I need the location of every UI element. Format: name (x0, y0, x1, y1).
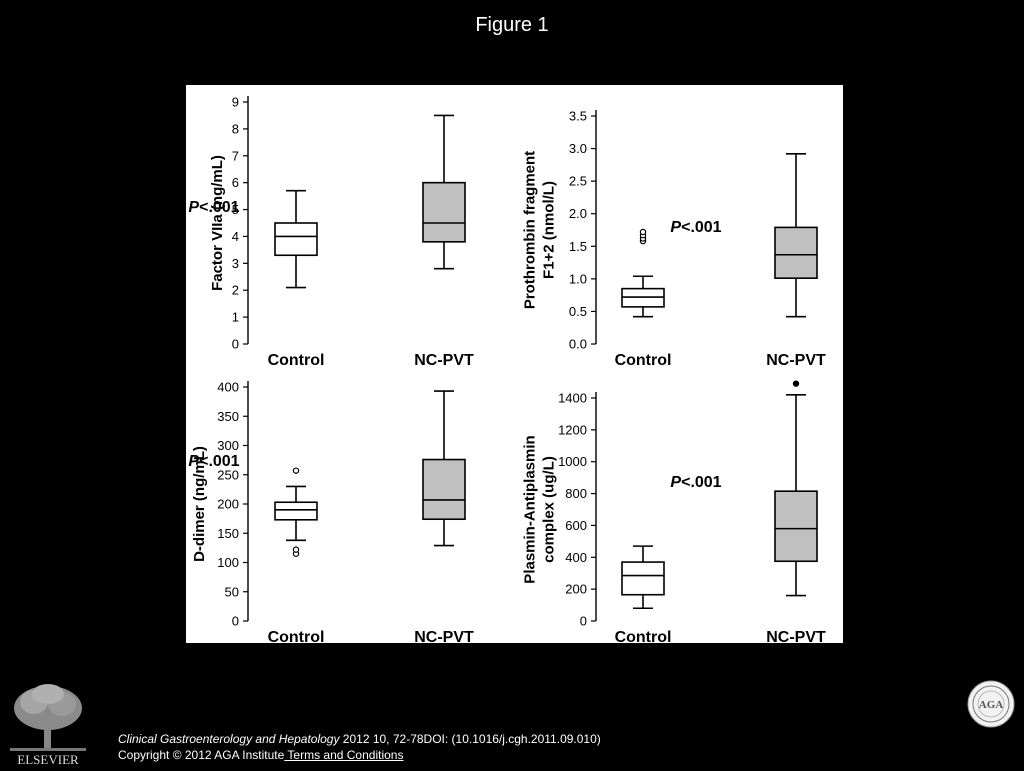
box-control (621, 228, 665, 318)
x-category-label: NC-PVT (766, 352, 826, 369)
y-tick-label: 0 (232, 337, 239, 352)
y-axis-title: D-dimer (ng/mL) (191, 446, 208, 562)
iqr-box (621, 561, 665, 596)
y-tick-label: 0 (580, 614, 587, 629)
p-value-annotation: P<.001 (670, 474, 721, 491)
y-tick-label: 1.5 (569, 239, 587, 254)
elsevier-wordmark: ELSEVIER (17, 752, 79, 766)
y-axis-title: complex (ug/L) (541, 456, 558, 563)
slide-title: Figure 1 (475, 14, 549, 36)
iqr-box (774, 490, 818, 563)
iqr-box (774, 226, 818, 280)
y-tick-label: 3.0 (569, 141, 587, 156)
box-nc-pvt (774, 152, 818, 318)
y-tick-label: 150 (217, 526, 239, 541)
elsevier-tree-icon: ELSEVIER (10, 684, 86, 767)
x-category-label: NC-PVT (414, 629, 474, 643)
copyright-text: Copyright © 2012 AGA Institute (118, 748, 285, 762)
citation-journal: Clinical Gastroenterology and Hepatology (118, 732, 340, 746)
y-tick-label: 300 (217, 438, 239, 453)
box-nc-pvt (422, 114, 466, 270)
y-tick-label: 1 (232, 310, 239, 325)
chart-panel-2: 0.0 0.5 1.0 1.5 2.0 2.5 3.0 3.5 Prothrombin frag… (522, 109, 827, 370)
terms-and-conditions-link[interactable]: Terms and Conditions (284, 748, 404, 762)
aga-seal-text: AGA (979, 699, 1004, 711)
y-tick-label: 200 (217, 497, 239, 512)
y-axis-title: Factor VIIa (ng/mL) (209, 155, 226, 291)
chart-panel-4: 0 200 400 600 800 1000 1200 1400 Plasmin-Antipla… (522, 380, 826, 643)
citation-details: 2012 10, 72-78DOI: (10.1016/j.cgh.2011.0… (339, 732, 601, 746)
aga-seal-icon: AGA (967, 680, 1015, 728)
y-tick-label: 350 (217, 409, 239, 424)
y-tick-label: 800 (565, 486, 587, 501)
p-value-annotation: P<.001 (188, 199, 239, 216)
y-tick-label: 3.5 (569, 109, 587, 124)
box-control (274, 189, 318, 289)
iqr-box (274, 501, 318, 521)
y-tick-label: 1200 (558, 422, 587, 437)
chart-panel-3: 0 50 100 150 200 250 300 350 400 D-dimer (ng/mL) C… (188, 380, 474, 644)
citation: Clinical Gastroenterology and Hepatology… (118, 731, 601, 747)
y-tick-label: 2.5 (569, 174, 587, 189)
figure-svg: 0 1 2 3 4 5 6 7 8 9 Factor VIIa (ng/mL) Control NC-P… (188, 95, 827, 644)
y-tick-label: 6 (232, 175, 239, 190)
y-tick-label: 0 (232, 614, 239, 629)
y-tick-label: 0.5 (569, 304, 587, 319)
y-tick-label: 3 (232, 256, 239, 271)
y-tick-label: 1000 (558, 454, 587, 469)
y-axis-title: Plasmin-Antiplasmin (522, 435, 539, 583)
y-tick-label: 250 (217, 467, 239, 482)
x-category-label: Control (615, 629, 672, 643)
y-tick-label: 8 (232, 121, 239, 136)
iqr-box (422, 458, 466, 521)
outlier-point (292, 467, 300, 474)
outlier-point (292, 546, 300, 553)
aga-seal: AGA (966, 679, 1016, 734)
iqr-box (274, 222, 318, 257)
box-control (274, 467, 318, 557)
x-category-label: Control (615, 352, 672, 369)
y-axis-title: Prothrombin fragment (522, 151, 539, 309)
y-tick-label: 7 (232, 148, 239, 163)
y-tick-label: 0.0 (569, 337, 587, 352)
x-category-label: Control (268, 629, 325, 643)
iqr-box (422, 181, 466, 243)
outlier-point (792, 380, 800, 387)
y-tick-label: 400 (217, 380, 239, 395)
copyright: Copyright © 2012 AGA Institute Terms and… (118, 748, 403, 762)
chart-panel-1: 0 1 2 3 4 5 6 7 8 9 Factor VIIa (ng/mL) Control NC-P… (188, 95, 474, 370)
y-tick-label: 1.0 (569, 271, 587, 286)
y-tick-label: 100 (217, 555, 239, 570)
y-tick-label: 1400 (558, 391, 587, 406)
x-category-label: Control (268, 352, 325, 369)
box-nc-pvt (422, 390, 466, 547)
y-tick-label: 200 (565, 582, 587, 597)
y-axis-title: F1+2 (nmol/L) (541, 181, 558, 279)
x-category-label: NC-PVT (414, 352, 474, 369)
elsevier-logo: ELSEVIER (8, 682, 88, 771)
box-control (621, 545, 665, 610)
outlier-point (639, 228, 647, 236)
figure-panel: 0 1 2 3 4 5 6 7 8 9 Factor VIIa (ng/mL) Control NC-P… (186, 85, 843, 643)
y-tick-label: 9 (232, 95, 239, 110)
y-tick-label: 2 (232, 283, 239, 298)
y-tick-label: 4 (232, 229, 239, 244)
p-value-annotation: P<.001 (670, 219, 721, 236)
y-tick-label: 2.0 (569, 206, 587, 221)
y-tick-label: 5 (232, 202, 239, 217)
x-category-label: NC-PVT (766, 629, 826, 643)
box-nc-pvt (774, 380, 818, 597)
y-tick-label: 600 (565, 518, 587, 533)
p-value-annotation: P<.001 (188, 453, 239, 470)
y-tick-label: 50 (225, 584, 239, 599)
y-tick-label: 400 (565, 550, 587, 565)
